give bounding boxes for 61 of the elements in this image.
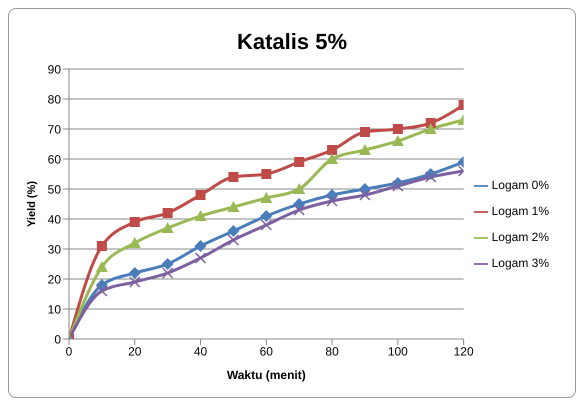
point: [194, 240, 207, 252]
legend-label: Logam 2%: [492, 230, 549, 244]
point: [162, 222, 174, 233]
y-tick-label: 30: [48, 242, 62, 256]
point: [96, 285, 108, 297]
point: [293, 183, 306, 194]
point: [129, 276, 141, 288]
point: [392, 124, 403, 134]
chart-title: Katalis 5%: [236, 29, 348, 56]
x-tick-label: 20: [128, 344, 142, 359]
x-tick-label: 80: [325, 344, 340, 359]
point: [358, 144, 371, 155]
point: [424, 123, 437, 134]
point: [392, 135, 404, 146]
point: [360, 127, 370, 137]
point: [96, 241, 107, 251]
point: [227, 225, 240, 237]
point: [260, 219, 272, 231]
y-tick-label: 10: [48, 302, 62, 316]
y-tick-label: 50: [48, 182, 62, 196]
point: [128, 267, 141, 279]
legend-label: Logam 1%: [492, 204, 549, 218]
point: [162, 267, 174, 279]
point: [392, 180, 404, 192]
y-tick-label: 0: [54, 332, 62, 346]
point: [194, 252, 206, 264]
point: [162, 208, 173, 218]
y-axis-title: Yield (%): [26, 180, 38, 228]
point: [326, 153, 338, 164]
point: [128, 237, 141, 248]
point: [260, 210, 272, 222]
point: [424, 171, 436, 183]
point: [294, 157, 304, 167]
y-tick-label: 60: [48, 152, 62, 166]
legend-label: Logam 0%: [492, 178, 549, 192]
point: [228, 172, 238, 182]
point: [96, 261, 108, 272]
point: [293, 204, 305, 216]
y-tick-label: 40: [48, 212, 62, 226]
point: [196, 190, 206, 200]
x-axis-title: Waktu (menit): [226, 368, 306, 382]
legend-label: Logam 3%: [492, 256, 549, 270]
y-tick-label: 20: [48, 272, 62, 286]
y-tick-label: 90: [48, 62, 62, 76]
y-tick-label: 80: [48, 92, 62, 106]
point: [228, 234, 240, 246]
x-tick-label: 40: [194, 344, 208, 359]
point: [327, 145, 338, 155]
x-tick-label: 0: [66, 344, 73, 359]
point: [194, 210, 207, 221]
point: [130, 217, 140, 227]
point: [326, 195, 338, 207]
x-tick-label: 60: [260, 344, 274, 359]
y-tick-label: 70: [48, 122, 62, 136]
x-tick-label: 100: [388, 344, 408, 359]
point: [260, 192, 272, 203]
point: [359, 189, 371, 201]
x-tick-label: 120: [454, 344, 474, 359]
point: [227, 201, 240, 212]
point: [261, 169, 272, 179]
point: [162, 258, 174, 270]
